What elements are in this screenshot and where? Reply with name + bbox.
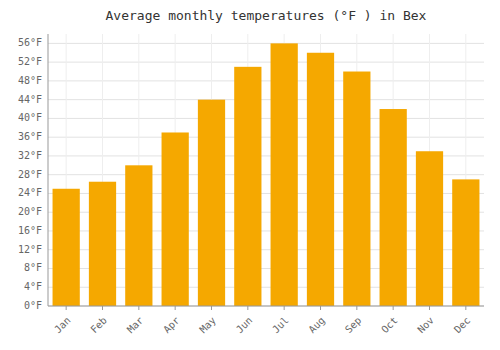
x-tick (429, 306, 430, 310)
bar (380, 109, 407, 306)
x-tick-label: Mar (125, 315, 146, 336)
y-tick-label: 44°F (18, 94, 42, 105)
y-axis-line (48, 34, 49, 306)
x-tick (175, 306, 176, 310)
bar (343, 72, 370, 306)
bar (89, 182, 116, 306)
bar (416, 151, 443, 306)
y-tick-label: 4°F (24, 281, 42, 292)
y-grid-line (48, 118, 484, 119)
bar (198, 100, 225, 306)
x-tick-label: Dec (452, 315, 473, 336)
y-tick-label: 40°F (18, 112, 42, 123)
bars (53, 43, 480, 306)
x-tick (393, 306, 394, 310)
bar (234, 67, 261, 306)
grid (48, 34, 484, 306)
x-tick (247, 306, 248, 310)
y-tick-label: 16°F (18, 225, 42, 236)
x-tick (138, 306, 139, 310)
x-tick-label: Jul (270, 315, 291, 336)
y-grid-line (48, 43, 484, 44)
x-tick-label: Nov (415, 315, 436, 336)
y-tick-label: 56°F (18, 37, 42, 48)
x-tick-label: Jan (52, 315, 73, 336)
y-tick-label: 0°F (24, 300, 42, 311)
y-grid-line (48, 62, 484, 63)
bar (271, 43, 298, 306)
x-tick (320, 306, 321, 310)
y-tick-label: 32°F (18, 150, 42, 161)
y-tick-label: 20°F (18, 206, 42, 217)
bar (125, 165, 152, 306)
y-tick-label: 48°F (18, 75, 42, 86)
x-tick (66, 306, 67, 310)
x-axis: Jan Feb Mar Apr May Jun Jul Aug Sep Oct Nov Dec (48, 306, 484, 335)
chart-container: Average monthly temperatures (°F ) in Be… (0, 0, 500, 350)
x-tick-label: Jun (234, 315, 255, 336)
y-grid-line (48, 99, 484, 100)
x-tick-label: Sep (343, 315, 364, 336)
x-axis-line (48, 306, 484, 307)
y-tick-label: 52°F (18, 56, 42, 67)
x-tick (102, 306, 103, 310)
x-tick-label: Aug (306, 315, 327, 336)
bar (452, 179, 479, 306)
y-grid-line (48, 80, 484, 81)
y-tick-label: 28°F (18, 169, 42, 180)
x-tick (465, 306, 466, 310)
y-tick-label: 24°F (18, 187, 42, 198)
bar (162, 132, 189, 306)
bar (53, 189, 80, 306)
y-grid-line (48, 137, 484, 138)
bar (307, 53, 334, 306)
x-tick (284, 306, 285, 310)
x-tick-label: Feb (88, 315, 109, 336)
x-tick (211, 306, 212, 310)
y-tick-label: 12°F (18, 244, 42, 255)
x-tick-label: Oct (379, 315, 400, 336)
x-tick (356, 306, 357, 310)
y-grid-line (48, 306, 484, 307)
y-axis: 0°F 4°F 8°F 12°F 16°F 20°F 24°F 28°F 32°F 36°F 40°… (18, 34, 48, 311)
chart-svg: Average monthly temperatures (°F ) in Be… (0, 0, 500, 350)
chart-title: Average monthly temperatures (°F ) in Be… (106, 8, 427, 23)
y-tick-label: 36°F (18, 131, 42, 142)
y-tick-label: 8°F (24, 262, 42, 273)
x-tick-label: May (197, 315, 218, 336)
x-tick-label: Apr (161, 315, 182, 336)
